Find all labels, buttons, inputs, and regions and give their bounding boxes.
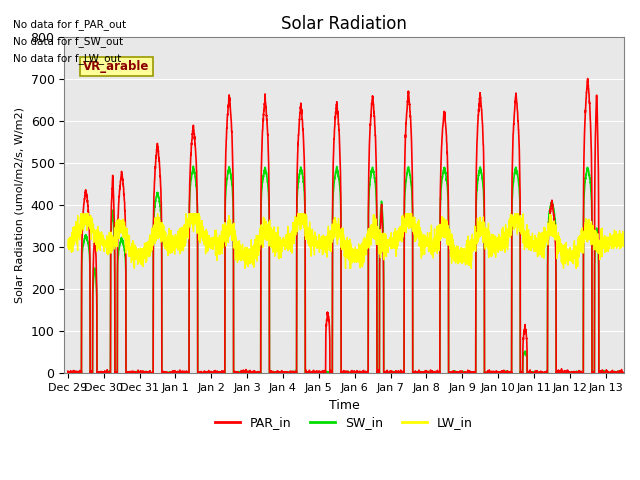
Text: No data for f_SW_out: No data for f_SW_out: [13, 36, 123, 47]
Title: Solar Radiation: Solar Radiation: [281, 15, 407, 33]
PAR_in: [64, 371, 72, 376]
Line: PAR_in: PAR_in: [68, 79, 623, 373]
PAR_in: [462, 371, 470, 376]
LW_in: [572, 250, 579, 255]
LW_in: [106, 246, 114, 252]
PAR_in: [64, 368, 72, 374]
LW_in: [77, 211, 84, 216]
Legend: PAR_in, SW_in, LW_in: PAR_in, SW_in, LW_in: [210, 411, 478, 434]
PAR_in: [106, 371, 114, 376]
SW_in: [211, 371, 219, 376]
PAR_in: [620, 371, 627, 376]
LW_in: [232, 243, 239, 249]
SW_in: [64, 369, 72, 375]
SW_in: [572, 370, 579, 375]
Y-axis label: Solar Radiation (umol/m2/s, W/m2): Solar Radiation (umol/m2/s, W/m2): [15, 108, 25, 303]
LW_in: [620, 244, 627, 250]
PAR_in: [211, 368, 219, 373]
SW_in: [106, 369, 114, 375]
LW_in: [131, 265, 138, 271]
SW_in: [463, 370, 470, 376]
LW_in: [463, 254, 470, 260]
Line: LW_in: LW_in: [68, 214, 623, 268]
X-axis label: Time: Time: [328, 398, 359, 412]
PAR_in: [231, 369, 239, 375]
PAR_in: [520, 327, 528, 333]
PAR_in: [572, 369, 579, 375]
Text: VR_arable: VR_arable: [83, 60, 150, 72]
Text: No data for f_LW_out: No data for f_LW_out: [13, 53, 121, 64]
PAR_in: [584, 76, 591, 82]
SW_in: [65, 371, 72, 376]
SW_in: [520, 350, 528, 356]
LW_in: [520, 227, 528, 233]
LW_in: [64, 244, 72, 250]
SW_in: [620, 371, 627, 376]
LW_in: [211, 228, 219, 234]
Text: No data for f_PAR_out: No data for f_PAR_out: [13, 19, 126, 30]
Line: SW_in: SW_in: [68, 166, 623, 373]
SW_in: [189, 163, 197, 169]
SW_in: [232, 371, 239, 376]
